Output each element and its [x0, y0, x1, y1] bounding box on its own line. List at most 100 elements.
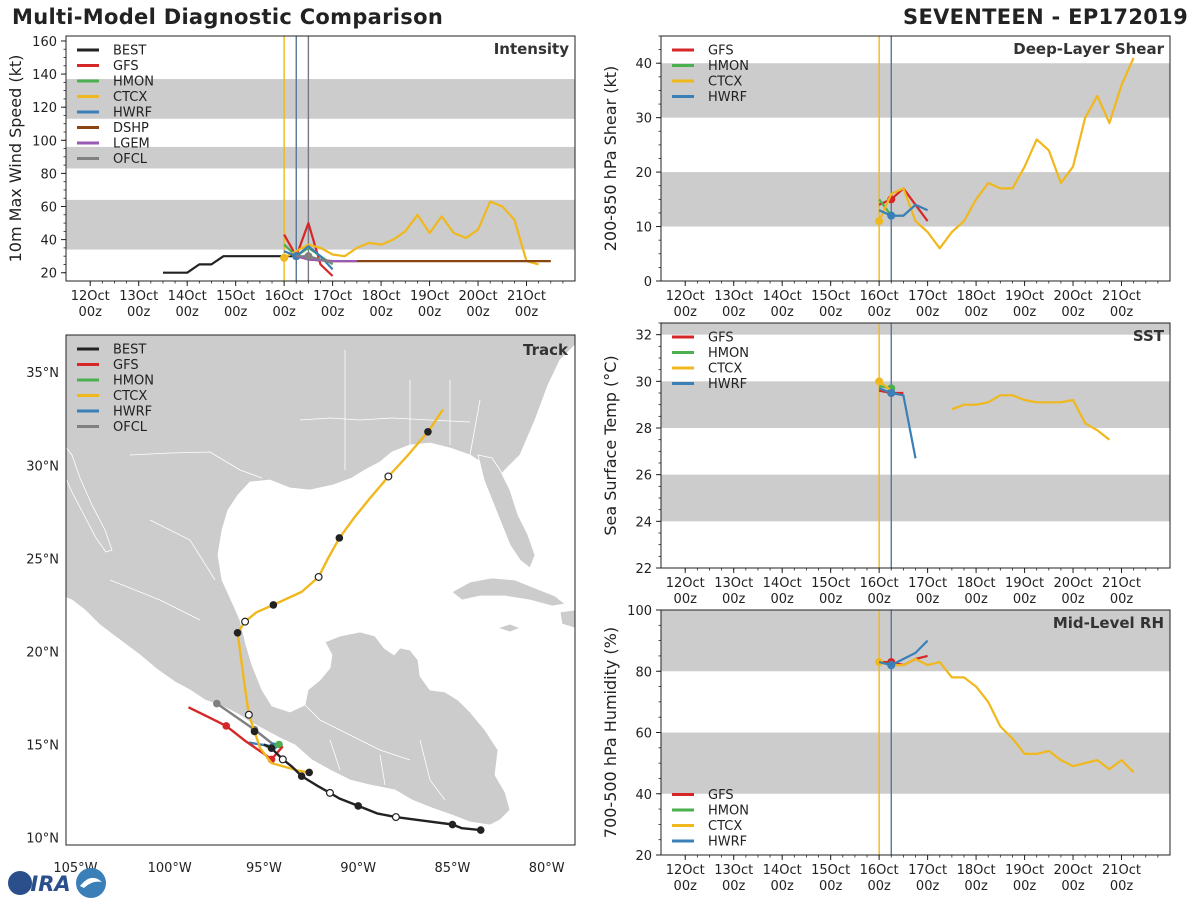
shear-xtick-date-1: 13Oct — [714, 289, 753, 304]
intensity-legend-label-gfs: GFS — [113, 59, 139, 74]
land-hispaniola — [559, 609, 575, 629]
shear-marker-hwrf-0 — [887, 211, 896, 220]
sst-xtick-hour-1: 00z — [722, 592, 746, 607]
rh-xtick-hour-1: 00z — [722, 879, 746, 894]
sst-band-0 — [661, 474, 1170, 522]
track-line-ofcl — [216, 702, 275, 746]
intensity-xtick-date-5: 17Oct — [313, 289, 352, 304]
intensity-xtick-date-1: 13Oct — [119, 289, 158, 304]
rh-ylabel: 700-500 hPa Humidity (%) — [601, 627, 620, 838]
intensity-marker-ofcl-0 — [304, 252, 313, 261]
track-panel: 105°W 100°W 95°W 90°W 85°W 80°W10°N15°N20°N25… — [26, 334, 576, 876]
track-legend-label-best: BEST — [113, 343, 146, 358]
sst-xtick-date-5: 17Oct — [908, 576, 947, 591]
track-legend-label-hmon: HMON — [113, 374, 154, 389]
rh-ytick-label-1: 40 — [635, 788, 652, 803]
rh-xtick-hour-8: 00z — [1061, 879, 1085, 894]
intensity-xtick-date-7: 19Oct — [410, 289, 449, 304]
intensity-xtick-hour-1: 00z — [127, 305, 151, 320]
sst-xtick-hour-8: 00z — [1061, 592, 1085, 607]
sst-marker-ctcx-0 — [875, 377, 884, 386]
rh-xtick-date-2: 14Oct — [763, 863, 802, 878]
track-point-ctcx-3 — [269, 601, 278, 609]
track-point-ctcx-2 — [233, 629, 242, 637]
track-legend-label-ofcl: OFCL — [113, 420, 148, 435]
sst-xtick-hour-6: 00z — [964, 592, 988, 607]
track-legend-label-gfs: GFS — [113, 358, 139, 373]
intensity-xtick-hour-9: 00z — [515, 305, 539, 320]
land-masses — [66, 335, 575, 826]
rh-marker-hwrf-0 — [887, 661, 896, 670]
intensity-legend-label-hwrf: HWRF — [113, 106, 152, 121]
sst-ytick-label-0: 22 — [635, 562, 652, 577]
track-xtick-label-4: 85°W — [435, 861, 471, 876]
track-point-best-2 — [354, 802, 363, 810]
intensity-ytick-label-4: 100 — [32, 134, 57, 149]
sst-xtick-hour-4: 00z — [867, 592, 891, 607]
rh-band-1 — [661, 610, 1170, 672]
sst-panel: 22242628303212Oct00z13Oct00z14Oct00z15Oc… — [601, 322, 1171, 607]
track-open-point-best-2 — [278, 755, 287, 764]
shear-ytick-label-0: 0 — [644, 275, 652, 290]
track-frame — [65, 334, 576, 846]
land-baja — [66, 446, 113, 553]
rh-xtick-date-7: 19Oct — [1005, 863, 1044, 878]
rh-xtick-hour-7: 00z — [1013, 879, 1037, 894]
intensity-legend-label-lgem: LGEM — [113, 137, 150, 152]
sst-xtick-date-9: 21Oct — [1102, 576, 1141, 591]
rh-ytick-label-4: 100 — [627, 604, 652, 619]
sst-xtick-date-8: 20Oct — [1054, 576, 1093, 591]
rh-ytick-label-0: 20 — [635, 849, 652, 864]
track-open-point-best-1 — [325, 788, 334, 797]
intensity-ytick-label-1: 40 — [40, 234, 57, 249]
track-point-ctcx-1 — [250, 727, 259, 736]
track-open-point-ctcx-3 — [384, 472, 393, 481]
track-point-hmon-0 — [275, 740, 283, 749]
track-point-best-0 — [476, 826, 485, 834]
track-ytick-label-3: 25°N — [26, 552, 59, 567]
sst-title: SST — [1133, 327, 1165, 345]
intensity-ytick-label-0: 20 — [40, 267, 57, 282]
shear-ytick-label-4: 40 — [635, 57, 652, 72]
rh-xtick-date-8: 20Oct — [1054, 863, 1093, 878]
storm-id-title: SEVENTEEN - EP172019 — [903, 5, 1188, 29]
intensity-ytick-label-2: 60 — [40, 201, 57, 216]
shear-legend-label-ctcx: CTCX — [708, 75, 742, 90]
track-legend-label-ctcx: CTCX — [113, 389, 147, 404]
intensity-marker-ctcx-0 — [280, 253, 289, 262]
sst-legend-label-gfs: GFS — [708, 331, 734, 346]
shear-xtick-hour-0: 00z — [674, 305, 698, 320]
shear-xtick-date-5: 17Oct — [908, 289, 947, 304]
sst-xtick-date-7: 19Oct — [1005, 576, 1044, 591]
figure-title: Multi-Model Diagnostic Comparison — [12, 5, 444, 29]
rh-xtick-hour-9: 00z — [1110, 879, 1134, 894]
sst-xtick-hour-9: 00z — [1110, 592, 1134, 607]
sst-series-ctcx-1 — [951, 394, 1111, 441]
sst-marker-hwrf-0 — [887, 389, 896, 397]
land-jamaica — [496, 623, 522, 633]
track-point-best-3 — [297, 772, 306, 780]
intensity-ytick-label-7: 160 — [32, 35, 57, 50]
rh-xtick-hour-6: 00z — [964, 879, 988, 894]
intensity-legend-label-dshp: DSHP — [113, 121, 149, 136]
shear-band-0 — [661, 172, 1170, 227]
shear-xtick-date-6: 18Oct — [957, 289, 996, 304]
intensity-xtick-hour-5: 00z — [321, 305, 345, 320]
shear-xtick-hour-2: 00z — [771, 305, 795, 320]
track-point-gfs-1 — [222, 722, 231, 730]
rh-series-ctcx — [878, 657, 1135, 774]
intensity-ytick-label-3: 80 — [40, 167, 57, 182]
rh-xtick-date-3: 15Oct — [811, 863, 850, 878]
intensity-ytick-label-6: 140 — [32, 68, 57, 83]
shear-title: Deep-Layer Shear — [1013, 40, 1164, 58]
sst-band-2 — [661, 323, 1170, 335]
shear-xtick-hour-3: 00z — [819, 305, 843, 320]
rh-xtick-hour-0: 00z — [674, 879, 698, 894]
rh-legend-label-ctcx: CTCX — [708, 819, 742, 834]
rh-xtick-hour-2: 00z — [771, 879, 795, 894]
shear-xtick-date-9: 21Oct — [1102, 289, 1141, 304]
rh-xtick-hour-3: 00z — [819, 879, 843, 894]
sst-ytick-label-1: 24 — [635, 515, 652, 530]
intensity-xtick-hour-3: 00z — [224, 305, 248, 320]
